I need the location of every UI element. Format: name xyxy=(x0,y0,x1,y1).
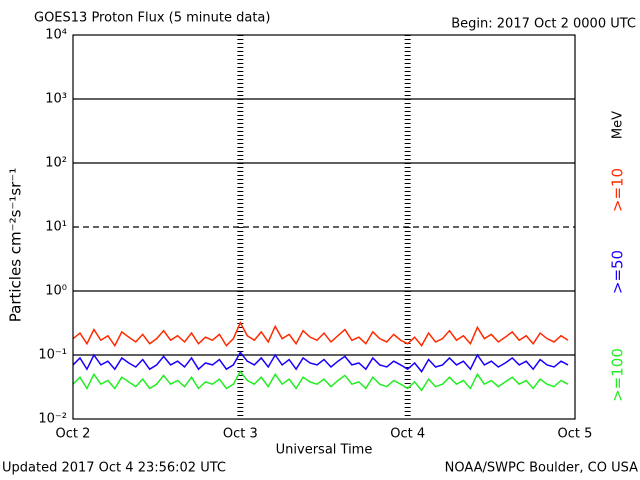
chart-subtitle: Begin: 2017 Oct 2 0000 UTC xyxy=(451,17,636,32)
y-tick-label: 10⁴ xyxy=(45,28,67,43)
y-axis-label: Particles cm⁻²s⁻¹sr⁻¹ xyxy=(7,168,25,322)
y-tick-label: 10⁰ xyxy=(45,284,67,299)
chart-title: GOES13 Proton Flux (5 minute data) xyxy=(34,11,270,26)
legend-label: >=50 xyxy=(609,250,627,294)
y-tick-label: 10⁻¹ xyxy=(38,348,67,363)
plot-frame xyxy=(72,34,576,420)
x-tick-label: Oct 2 xyxy=(56,427,91,442)
x-tick-label: Oct 4 xyxy=(390,427,425,442)
series-line xyxy=(72,351,569,373)
footer-left: Updated 2017 Oct 4 23:56:02 UTC xyxy=(2,461,226,476)
x-tick-label: Oct 5 xyxy=(558,427,593,442)
legend-label: >=100 xyxy=(609,348,627,402)
x-tick-label: Oct 3 xyxy=(223,427,258,442)
series-line xyxy=(72,370,569,392)
series-line xyxy=(72,320,569,348)
legend-label: >=10 xyxy=(609,168,627,212)
y-tick-label: 10² xyxy=(45,156,67,171)
footer-right: NOAA/SWPC Boulder, CO USA xyxy=(445,461,638,476)
x-axis-label: Universal Time xyxy=(276,443,373,458)
y-tick-label: 10⁻² xyxy=(38,412,67,427)
legend-unit: MeV xyxy=(611,111,626,139)
y-tick-label: 10³ xyxy=(45,92,67,107)
y-tick-label: 10¹ xyxy=(45,220,67,235)
